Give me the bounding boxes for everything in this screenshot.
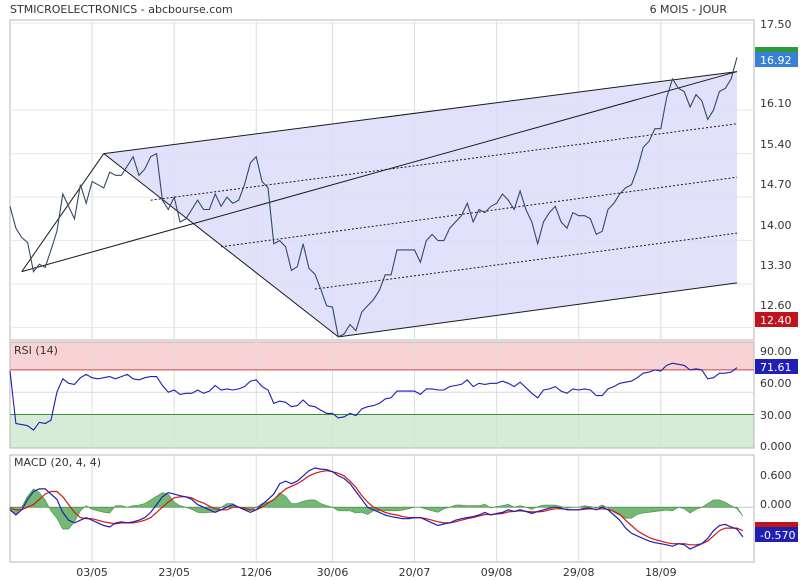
x-tick-label: 23/05: [158, 566, 190, 579]
x-tick-label: 09/08: [481, 566, 513, 579]
dotted-channel-line: [314, 232, 738, 290]
x-tick-label: 30/06: [317, 566, 349, 579]
macd-panel: MACD (20, 4, 4) 0.600 0.000 -0.570: [9, 454, 798, 563]
macd-signal-line: [9, 470, 744, 546]
macd-title: MACD (20, 4, 4): [14, 456, 101, 469]
price-axis: 17.50 16.10 15.40 14.70 14.00 13.30 12.6…: [760, 18, 792, 312]
macd-tick-0.600: 0.600: [760, 469, 792, 482]
x-tick-label: 29/08: [563, 566, 595, 579]
rsi-title: RSI (14): [14, 344, 58, 357]
rsi-last-label: 71.61: [760, 361, 792, 374]
x-axis: 03/05 23/05 12/06 30/06 20/07 09/08 29/0…: [76, 566, 676, 579]
low-price-label: 12.40: [760, 314, 792, 327]
macd-last-label: -0.570: [760, 529, 795, 542]
rsi-last-badge: [755, 359, 798, 374]
low-price-badge: [755, 312, 798, 327]
x-tick-label: 03/05: [76, 566, 108, 579]
chart-title: STMICROELECTRONICS - abcbourse.com: [10, 3, 233, 16]
trend-line: [21, 153, 105, 272]
price-tick-16.10: 16.10: [760, 97, 792, 110]
rsi-tick-90: 90.00: [760, 345, 792, 358]
macd-last-badge: [755, 527, 798, 542]
price-tick-12.60: 12.60: [760, 299, 792, 312]
x-tick-label: 20/07: [399, 566, 431, 579]
price-series-line: [9, 57, 738, 338]
macd-series-line: [9, 467, 744, 550]
rsi-panel: RSI (14) 90.00 60.00 30.00 0.000 71.61: [9, 341, 798, 453]
last-price-badge: [755, 52, 798, 67]
rsi-oversold-zone: [10, 414, 754, 448]
rsi-tick-30: 30.00: [760, 409, 792, 422]
price-tick-13.30: 13.30: [760, 259, 792, 272]
trend-line: [338, 282, 738, 338]
x-tick-label: 12/06: [240, 566, 272, 579]
rsi-tick-0: 0.000: [760, 440, 792, 453]
dotted-channel-line: [220, 176, 738, 248]
macd-signal-badge: [755, 522, 798, 530]
rsi-tick-60: 60.00: [760, 377, 792, 390]
dotted-channel-line: [150, 123, 738, 201]
trendlines: [21, 71, 738, 338]
period-label: 6 MOIS - JOUR: [650, 3, 728, 16]
trend-line: [103, 153, 339, 338]
hidden-price-badge: [755, 47, 798, 56]
macd-tick-0.000: 0.000: [760, 498, 792, 511]
rsi-vertical-gridlines: [91, 342, 662, 448]
price-tick-14.00: 14.00: [760, 219, 792, 232]
price-panel: 17.50 16.10 15.40 14.70 14.00 13.30 12.6…: [9, 18, 798, 341]
last-price-label: 16.92: [760, 54, 792, 67]
rsi-series-line: [9, 362, 738, 431]
trend-line: [21, 71, 738, 273]
price-tick-17.50: 17.50: [760, 18, 792, 31]
rsi-overbought-zone: [10, 342, 754, 371]
regression-channel-fill: [103, 71, 738, 337]
x-tick-label: 18/09: [645, 566, 677, 579]
price-tick-15.40: 15.40: [760, 138, 792, 151]
trend-line: [103, 71, 738, 155]
price-tick-14.70: 14.70: [760, 178, 792, 191]
